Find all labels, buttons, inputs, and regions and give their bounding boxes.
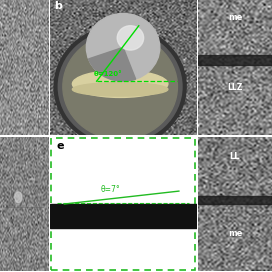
Ellipse shape bbox=[15, 192, 22, 203]
Text: LL: LL bbox=[230, 152, 240, 161]
Text: θ=7°: θ=7° bbox=[101, 185, 121, 194]
Circle shape bbox=[55, 27, 185, 146]
Bar bbox=[198, 196, 272, 204]
Text: b: b bbox=[54, 1, 62, 11]
Circle shape bbox=[86, 14, 160, 81]
FancyBboxPatch shape bbox=[51, 138, 195, 270]
Ellipse shape bbox=[72, 82, 168, 96]
Bar bbox=[50, 204, 196, 228]
Circle shape bbox=[117, 26, 144, 50]
Text: me: me bbox=[228, 13, 242, 22]
Text: θ=120°: θ=120° bbox=[94, 71, 122, 77]
Ellipse shape bbox=[72, 70, 168, 97]
Circle shape bbox=[63, 34, 177, 139]
Text: e: e bbox=[57, 141, 64, 151]
Text: me: me bbox=[228, 229, 242, 238]
Wedge shape bbox=[89, 47, 136, 81]
Text: LLZ: LLZ bbox=[227, 84, 243, 92]
Bar bbox=[198, 55, 272, 65]
